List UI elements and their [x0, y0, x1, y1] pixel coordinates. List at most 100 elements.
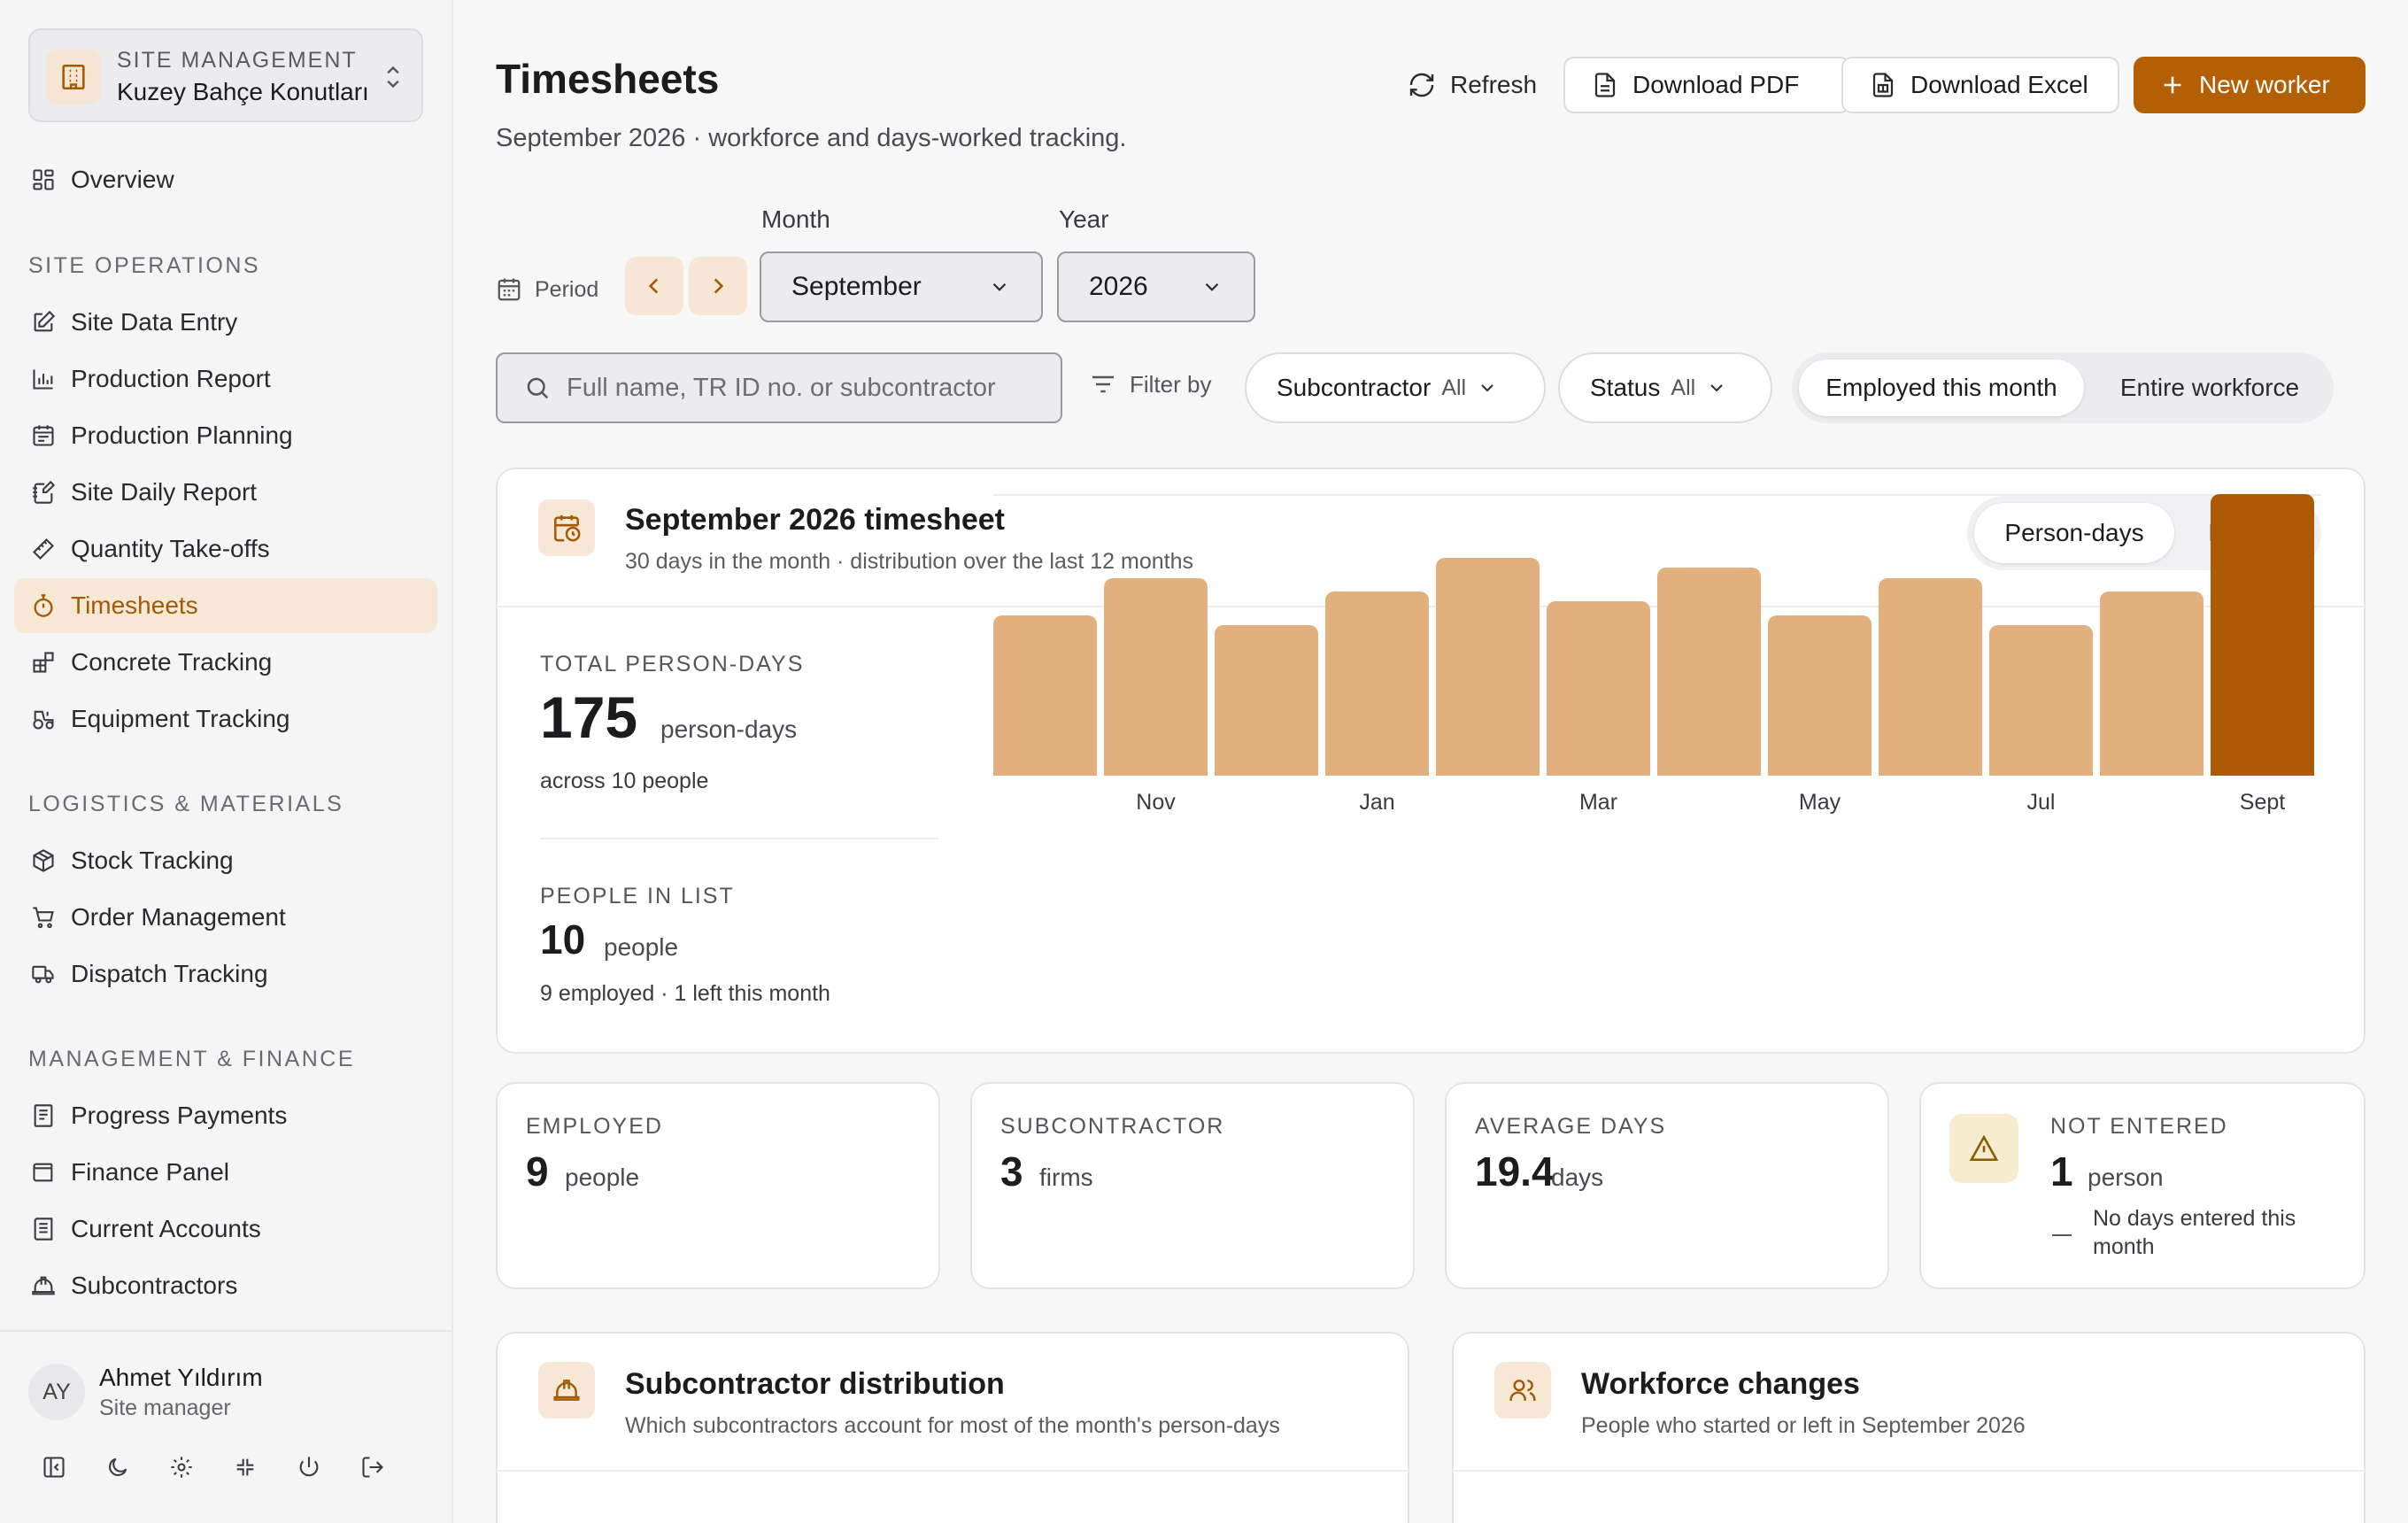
search-input[interactable]: [567, 373, 1045, 403]
bar-may[interactable]: [1768, 615, 1872, 776]
sidebar-item-label: Finance Panel: [71, 1158, 230, 1186]
download-excel-button[interactable]: Download Excel: [1841, 57, 2119, 113]
sidebar-item-production-planning[interactable]: Production Planning: [14, 408, 437, 463]
stopwatch-icon: [28, 591, 58, 621]
sidebar-item-concrete-tracking[interactable]: Concrete Tracking: [14, 635, 437, 690]
sidebar: SITE MANAGEMENT Kuzey Bahçe Konutları Ov…: [0, 0, 453, 1523]
collapse-sidebar-icon[interactable]: [39, 1452, 69, 1482]
bar-jan[interactable]: [1325, 591, 1429, 776]
sidebar-item-label: Quantity Take-offs: [71, 535, 270, 562]
subcontractor-distribution-subtitle: Which subcontractors account for most of…: [625, 1413, 1280, 1438]
stat-divider: [540, 838, 938, 839]
sidebar-item-overview[interactable]: Overview: [14, 152, 437, 207]
workforce-changes-subtitle: People who started or left in September …: [1581, 1413, 2026, 1438]
chevron-down-icon: [988, 275, 1011, 298]
subcontractor-filter[interactable]: Subcontractor All: [1245, 352, 1546, 423]
sidebar-item-label: Progress Payments: [71, 1102, 288, 1129]
avatar[interactable]: AY: [28, 1364, 85, 1420]
bar-oct[interactable]: [993, 615, 1097, 776]
card-divider: [498, 606, 2364, 607]
month-select[interactable]: September: [760, 251, 1043, 322]
x-tick-label: May: [1798, 790, 1841, 815]
blocks-icon: [28, 647, 58, 677]
not-entered-unit: person: [2088, 1164, 2164, 1191]
bar-apr[interactable]: [1657, 568, 1761, 776]
bar-nov[interactable]: [1104, 578, 1208, 776]
user-name: Ahmet Yıldırım: [99, 1364, 263, 1391]
bar-feb[interactable]: [1436, 558, 1540, 776]
sidebar-item-site-data-entry[interactable]: Site Data Entry: [14, 295, 437, 350]
filter-by-label: Filter by: [1089, 370, 1211, 398]
bar-mar[interactable]: [1547, 601, 1650, 776]
sidebar-item-production-report[interactable]: Production Report: [14, 352, 437, 406]
people-in-list-value: 10: [540, 916, 586, 963]
sidebar-item-timesheets[interactable]: Timesheets: [14, 578, 437, 633]
sidebar-item-label: Current Accounts: [71, 1215, 261, 1242]
average-days-kicker: AVERAGE DAYS: [1475, 1114, 1667, 1139]
sidebar-item-stock-tracking[interactable]: Stock Tracking: [14, 833, 437, 888]
year-select[interactable]: 2026: [1057, 251, 1255, 322]
search-box[interactable]: [496, 352, 1062, 423]
refresh-button[interactable]: Refresh: [1381, 57, 1563, 113]
sidebar-item-order-management[interactable]: Order Management: [14, 890, 437, 945]
scope-employed-this-month[interactable]: Employed this month: [1799, 359, 2084, 416]
power-icon[interactable]: [294, 1452, 324, 1482]
nav-section-management: MANAGEMENT & FINANCE: [28, 1047, 356, 1071]
package-icon: [28, 846, 58, 876]
edit-icon: [28, 307, 58, 337]
hard-hat-icon: [538, 1362, 595, 1419]
sidebar-item-site-daily-report[interactable]: Site Daily Report: [14, 465, 437, 520]
employed-kicker: EMPLOYED: [526, 1114, 663, 1139]
calendar-clock-icon: [538, 499, 595, 556]
average-days-card: AVERAGE DAYS 19.4 days: [1445, 1082, 1889, 1289]
period-text: Period: [535, 276, 599, 302]
sidebar-item-finance-panel[interactable]: Finance Panel: [14, 1145, 437, 1200]
sidebar-item-label: Overview: [71, 166, 174, 193]
bar-sept[interactable]: [2211, 494, 2314, 776]
year-label: Year: [1059, 205, 1109, 233]
page-title: Timesheets: [496, 56, 720, 102]
download-excel-label: Download Excel: [1910, 71, 2088, 98]
minimize-icon[interactable]: [230, 1452, 260, 1482]
nav-section-logistics: LOGISTICS & MATERIALS: [28, 792, 344, 816]
next-month-button[interactable]: [689, 257, 747, 315]
bar-jun[interactable]: [1879, 578, 1982, 776]
sidebar-item-quantity-take-offs[interactable]: Quantity Take-offs: [14, 522, 437, 576]
sidebar-item-dispatch-tracking[interactable]: Dispatch Tracking: [14, 947, 437, 1001]
sidebar-item-label: Production Planning: [71, 421, 293, 449]
x-tick-label: Nov: [1136, 790, 1176, 815]
logout-icon[interactable]: [358, 1452, 388, 1482]
bar-jul[interactable]: [1989, 625, 2093, 776]
timesheet-title: September 2026 timesheet: [625, 503, 1005, 537]
bar-chart-icon: [28, 364, 58, 394]
sidebar-item-equipment-tracking[interactable]: Equipment Tracking: [14, 692, 437, 746]
month-value: September: [791, 272, 922, 301]
moon-icon[interactable]: [103, 1452, 133, 1482]
sidebar-item-label: Stock Tracking: [71, 847, 234, 874]
x-tick-label: Jul: [2026, 790, 2056, 815]
month-label: Month: [761, 205, 830, 233]
download-pdf-button[interactable]: Download PDF: [1563, 57, 1850, 113]
new-worker-button[interactable]: New worker: [2134, 57, 2366, 113]
site-switcher[interactable]: SITE MANAGEMENT Kuzey Bahçe Konutları: [28, 28, 423, 122]
chevron-right-icon: [706, 274, 729, 298]
bar-dec[interactable]: [1215, 625, 1318, 776]
prev-month-button[interactable]: [625, 257, 683, 315]
status-filter[interactable]: Status All: [1558, 352, 1772, 423]
chevron-left-icon: [643, 274, 666, 298]
notebook-pen-icon: [28, 477, 58, 507]
subcontractor-value: 3: [1000, 1148, 1023, 1194]
chevron-up-down-icon: [381, 62, 405, 92]
scope-entire-workforce[interactable]: Entire workforce: [2119, 374, 2300, 401]
sidebar-item-current-accounts[interactable]: Current Accounts: [14, 1202, 437, 1256]
sidebar-item-label: Dispatch Tracking: [71, 960, 268, 987]
sidebar-item-subcontractors[interactable]: Subcontractors: [14, 1258, 437, 1313]
file-text-icon: [1592, 72, 1618, 98]
total-person-days-note: across 10 people: [540, 769, 709, 793]
toggle-person-days[interactable]: Person-days: [1974, 503, 2174, 563]
bar-aug[interactable]: [2100, 591, 2203, 776]
people-in-list-unit: people: [604, 933, 679, 961]
subcontractor-unit: firms: [1039, 1164, 1093, 1191]
gear-icon[interactable]: [166, 1452, 197, 1482]
sidebar-item-progress-payments[interactable]: Progress Payments: [14, 1088, 437, 1143]
